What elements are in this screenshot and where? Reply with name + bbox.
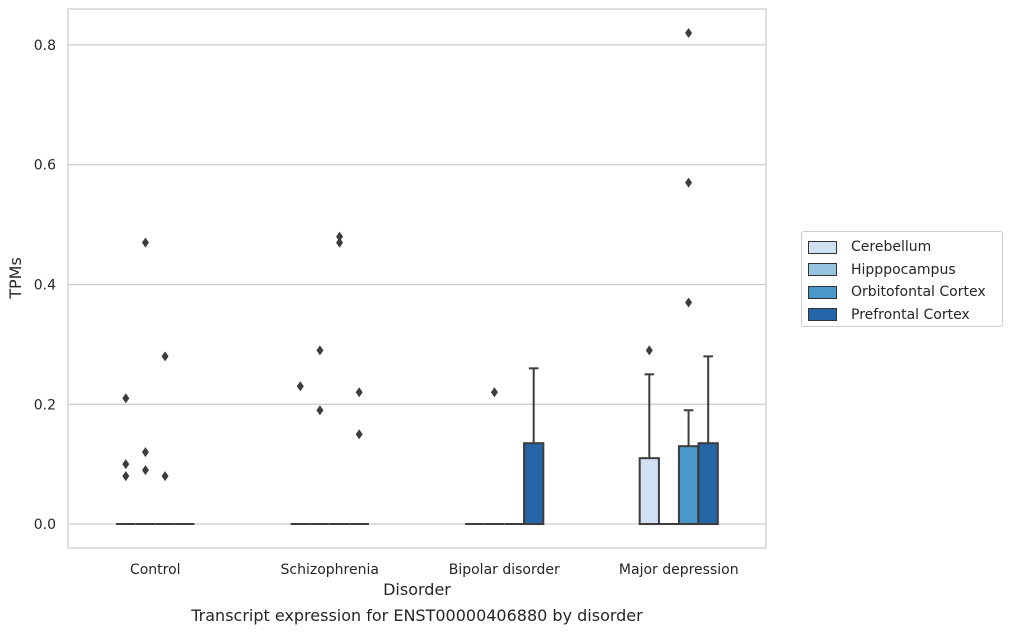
legend-label: Hipppocampus: [851, 261, 956, 278]
outlier-point: [336, 237, 344, 248]
box-hipppocampus: [310, 345, 330, 526]
x-tick-labels: Control Schizophrenia Bipolar disorder Majo…: [130, 562, 739, 578]
box-orbitofontal-cortex: [155, 351, 175, 526]
outlier-point: [122, 471, 130, 482]
outlier-point: [122, 459, 130, 470]
box-body: [638, 457, 660, 526]
y-axis-label: TPMs: [6, 257, 25, 300]
box-body: [677, 445, 700, 526]
legend-item: Prefrontal Cortex: [808, 304, 1002, 327]
outlier-point: [316, 345, 324, 356]
box-plot-boxes: [116, 27, 719, 526]
y-tick-label: 0.8: [34, 38, 56, 54]
legend-swatch: [808, 240, 837, 254]
box-hipppocampus: [484, 387, 505, 526]
y-tick-label: 0.6: [34, 158, 56, 174]
box-body: [523, 442, 545, 526]
gridlines: [68, 44, 766, 525]
x-tick-label: Schizophrenia: [281, 562, 379, 578]
outlier-point: [316, 405, 324, 416]
outlier-point: [685, 297, 693, 308]
legend-item: Cerebellum: [808, 236, 1002, 259]
box-orbitofontal-cortex: [677, 27, 700, 526]
outlier-point: [161, 471, 169, 482]
legend-item: Orbitofontal Cortex: [808, 281, 1002, 304]
legend: Cerebellum Hipppocampus Orbitofontal Corte…: [801, 231, 1003, 327]
box-cerebellum: [116, 393, 136, 526]
y-tick-label: 0.4: [34, 277, 56, 293]
outlier-point: [355, 429, 363, 440]
box-prefrontal-cortex: [523, 367, 545, 526]
y-tick-label: 0.0: [34, 517, 56, 533]
legend-label: Prefrontal Cortex: [851, 306, 970, 323]
outlier-point: [355, 387, 363, 398]
legend-label: Cerebellum: [851, 239, 932, 256]
x-tick-label: Control: [130, 562, 181, 578]
outlier-point: [141, 447, 149, 458]
x-tick-label: Major depression: [619, 562, 739, 578]
legend-label: Orbitofontal Cortex: [851, 284, 986, 301]
outlier-point: [296, 381, 304, 392]
x-tick-label: Bipolar disorder: [449, 562, 560, 578]
outlier-point: [645, 345, 653, 356]
chart-caption: Transcript expression for ENST0000040688…: [191, 606, 643, 625]
legend-item: Hipppocampus: [808, 259, 1002, 282]
box-cerebellum: [290, 381, 310, 526]
legend-swatch: [808, 308, 837, 322]
box-orbitofontal-cortex: [329, 231, 350, 526]
outlier-point: [336, 231, 344, 242]
outlier-point: [122, 393, 130, 404]
box-hipppocampus: [135, 237, 156, 526]
outlier-point: [141, 237, 149, 248]
y-tick-labels: 0.0 0.2 0.4 0.6 0.8: [34, 38, 56, 533]
plot-frame: [67, 8, 767, 549]
x-axis-label: Disorder: [383, 580, 451, 599]
box-body: [697, 442, 719, 526]
outlier-point: [141, 465, 149, 476]
legend-swatch: [808, 263, 837, 277]
box-cerebellum: [638, 345, 660, 526]
outlier-point: [685, 177, 693, 188]
outlier-point: [685, 27, 693, 38]
box-prefrontal-cortex: [349, 387, 369, 526]
legend-swatch: [808, 285, 837, 299]
outlier-point: [161, 351, 169, 362]
outlier-point: [490, 387, 498, 398]
y-tick-label: 0.2: [34, 397, 56, 413]
box-prefrontal-cortex: [697, 355, 719, 526]
